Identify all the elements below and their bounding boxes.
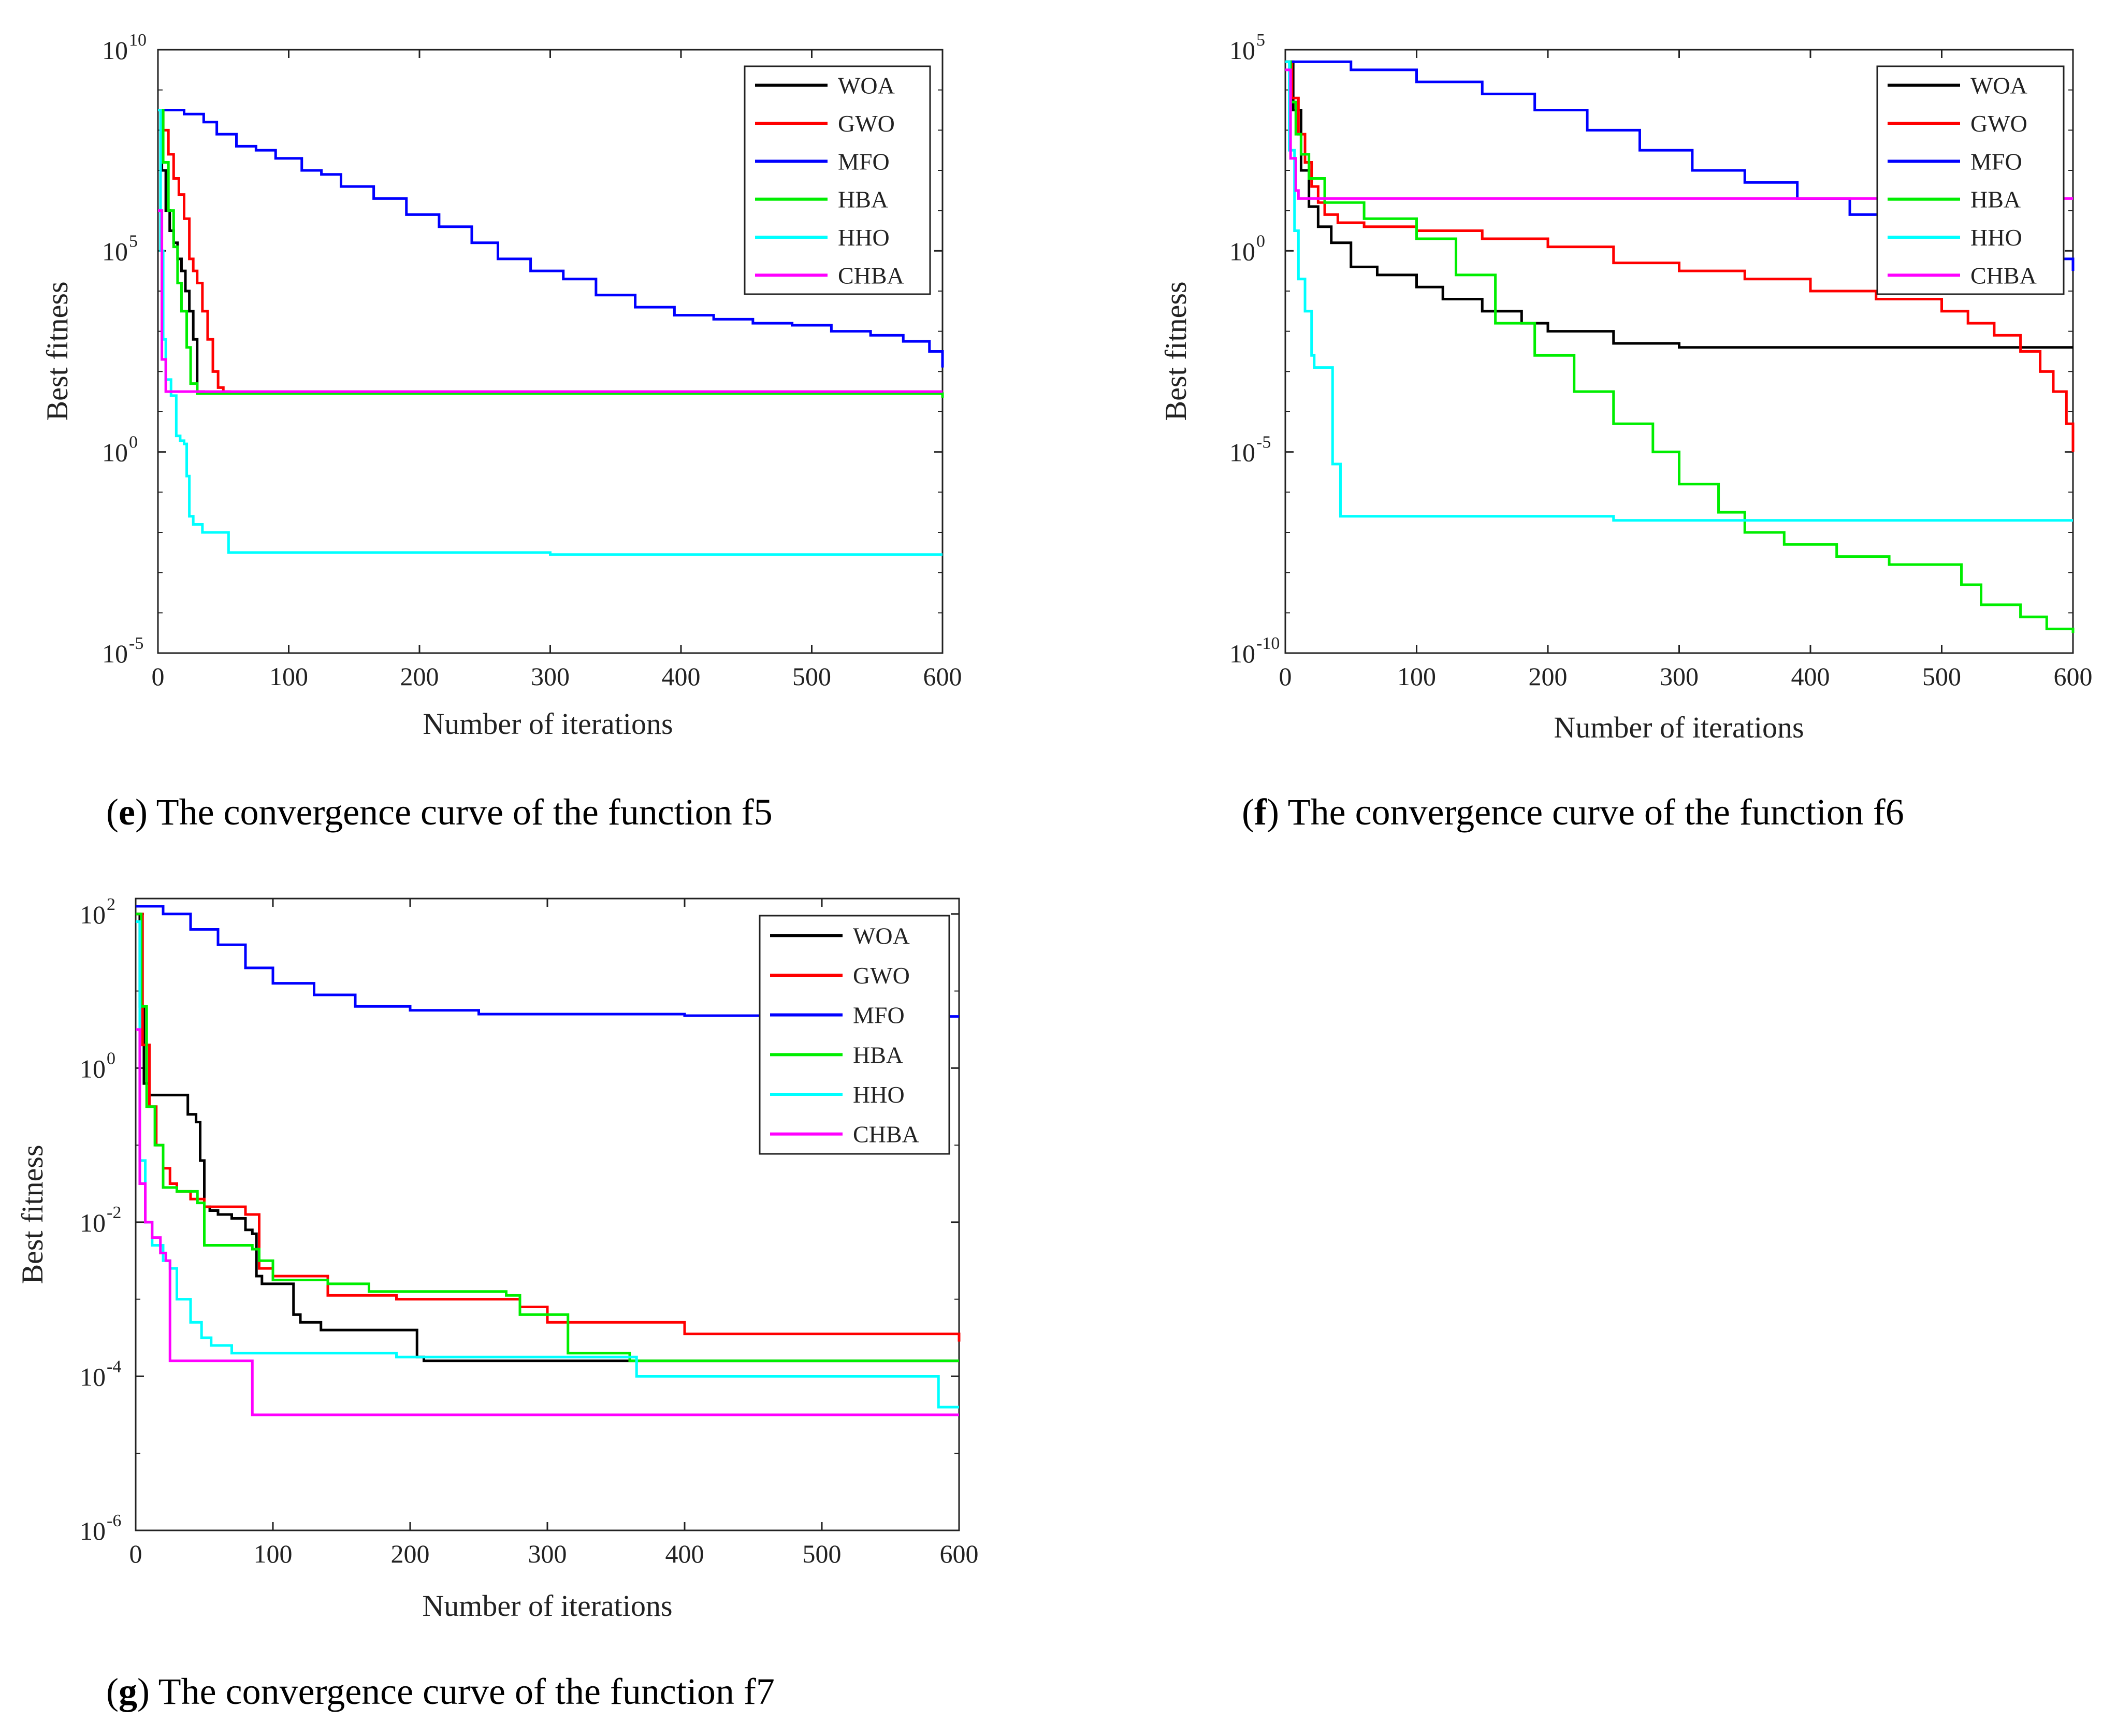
legend-box [1876,65,2065,295]
y-tick-exponent: -2 [107,1203,121,1222]
y-tick-label: 10 [1229,639,1255,668]
x-tick-label: 500 [803,1539,842,1568]
x-tick-label: 100 [254,1539,293,1568]
y-tick-exponent: 5 [1256,31,1265,50]
y-tick-exponent: 0 [107,1049,115,1068]
x-tick-label: 600 [923,662,962,691]
x-tick-label: 100 [1397,662,1436,691]
y-tick-label: 10 [1229,36,1255,65]
x-tick-label: 200 [1529,662,1568,691]
y-tick-label: 10 [102,639,128,668]
x-tick-label: 200 [400,662,439,691]
legend-box [759,915,950,1155]
series-line-hba [1285,60,2075,633]
y-tick-exponent: -5 [129,634,143,653]
x-tick-label: 300 [1660,662,1699,691]
x-tick-label: 400 [662,662,701,691]
legend: WOA GWO MFO HBA HHO CHBA [1876,65,2065,295]
y-tick-exponent: 10 [129,31,147,50]
series-line-chba [136,1028,959,1416]
y-tick-label: 10 [80,900,106,929]
series-line-hho [1285,60,2073,522]
legend-label-hho: HHO [838,224,890,251]
y-axis-label: Best fitness [1159,281,1193,421]
legend-label-chba: CHBA [1970,262,2037,288]
x-tick-label: 0 [152,662,165,691]
caption: (f) The convergence curve of the functio… [1242,791,1904,833]
legend-label-hho: HHO [1970,224,2022,251]
x-tick-label: 400 [665,1539,704,1568]
series-line-hho [158,109,943,556]
legend-label-mfo: MFO [853,1002,905,1029]
y-tick-label: 10 [102,438,128,467]
y-axis-label: Best fitness [40,281,74,421]
x-tick-label: 600 [940,1539,979,1568]
series-line-gwo [158,109,943,395]
caption: (g) The convergence curve of the functio… [106,1671,775,1712]
series-line-chba [1285,68,2073,200]
caption: (e) The convergence curve of the functio… [106,791,773,833]
y-tick-label: 10 [1229,237,1255,266]
x-tick-label: 100 [269,662,308,691]
legend-label-hba: HBA [838,186,888,213]
x-tick-label: 600 [2054,662,2093,691]
series-line-woa [136,913,959,1363]
y-tick-exponent: -5 [1256,433,1271,452]
x-tick-label: 500 [792,662,831,691]
legend-label-chba: CHBA [853,1121,919,1148]
y-tick-exponent: 0 [129,433,138,452]
y-tick-label: 10 [102,36,128,65]
y-tick-exponent: -4 [107,1357,121,1376]
x-tick-label: 400 [1791,662,1830,691]
x-tick-label: 500 [1922,662,1961,691]
x-tick-label: 0 [1279,662,1292,691]
series-line-mfo [158,109,944,368]
series-line-gwo [136,913,961,1342]
legend-label-gwo: GWO [853,962,910,989]
y-tick-exponent: 0 [1256,232,1265,251]
legend-label-woa: WOA [853,922,910,949]
series-line-mfo [136,905,959,1018]
legend-label-woa: WOA [838,73,895,99]
x-tick-label: 200 [391,1539,430,1568]
series-line-hba [158,109,944,398]
legend-label-mfo: MFO [1970,148,2022,175]
legend-box [744,65,931,295]
y-tick-exponent: 2 [107,895,115,914]
series-line-hba [136,913,959,1363]
legend-label-woa: WOA [1970,73,2027,99]
y-tick-label: 10 [80,1054,106,1083]
legend-label-hho: HHO [853,1081,905,1108]
y-tick-label: 10 [102,237,128,266]
y-tick-label: 10 [80,1208,106,1237]
legend-label-hba: HBA [1970,186,2021,213]
x-tick-label: 0 [129,1539,142,1568]
legend-label-chba: CHBA [838,262,904,288]
x-axis-label: Number of iterations [422,1589,672,1623]
x-axis-label: Number of iterations [1554,711,1804,744]
legend-label-gwo: GWO [1970,110,2027,137]
series-line-chba [158,209,943,393]
legend: WOA GWO MFO HBA HHO CHBA [759,915,950,1155]
legend-label-gwo: GWO [838,110,895,137]
y-tick-label: 10 [80,1362,106,1391]
legend: WOA GWO MFO HBA HHO CHBA [744,65,931,295]
y-tick-exponent: -6 [107,1511,121,1530]
x-axis-label: Number of iterations [423,707,673,741]
y-axis-label: Best fitness [16,1145,49,1284]
legend-label-hba: HBA [853,1041,903,1068]
legend-label-mfo: MFO [838,148,890,175]
x-tick-label: 300 [528,1539,567,1568]
y-tick-label: 10 [1229,438,1255,467]
series-line-gwo [1285,60,2075,452]
y-tick-exponent: 5 [129,232,138,251]
series-line-woa [1285,60,2073,349]
y-tick-exponent: -10 [1256,634,1280,653]
x-tick-label: 300 [531,662,570,691]
y-tick-label: 10 [80,1516,106,1545]
